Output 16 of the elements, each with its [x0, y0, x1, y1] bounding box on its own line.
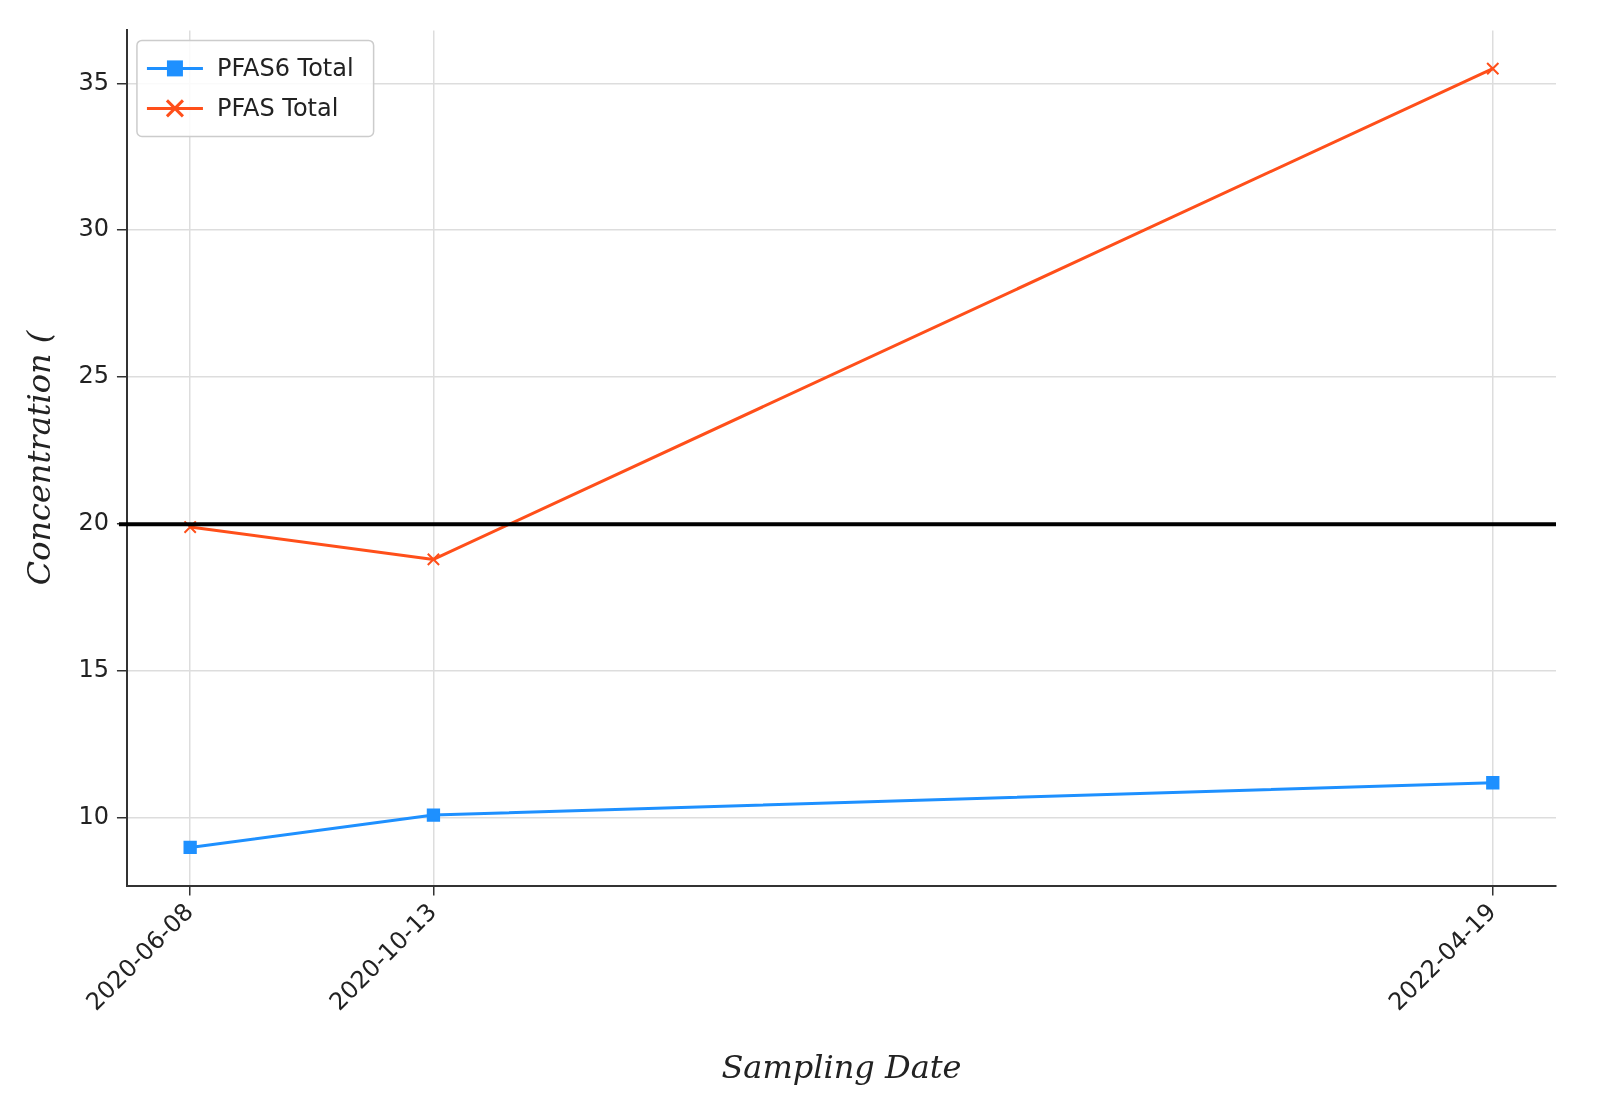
legend-label: PFAS Total — [216, 93, 339, 122]
point — [426, 552, 441, 567]
y-tick-label: 35 — [78, 67, 109, 96]
y-tick-label: 20 — [78, 508, 109, 537]
point — [183, 520, 197, 534]
point — [183, 840, 197, 855]
y-tick-label: 10 — [78, 802, 109, 831]
point — [426, 808, 441, 822]
legend-label: PFAS6 Total — [216, 53, 354, 82]
point — [1486, 776, 1500, 790]
y-tick-label: 15 — [78, 655, 109, 684]
y-tick-label: 30 — [78, 214, 109, 243]
y-tick-label: 25 — [78, 361, 109, 390]
x-axis-title: Sampling Date — [721, 1048, 962, 1087]
point — [1486, 61, 1500, 76]
y-axis-title: Concentration ( — [19, 329, 58, 586]
